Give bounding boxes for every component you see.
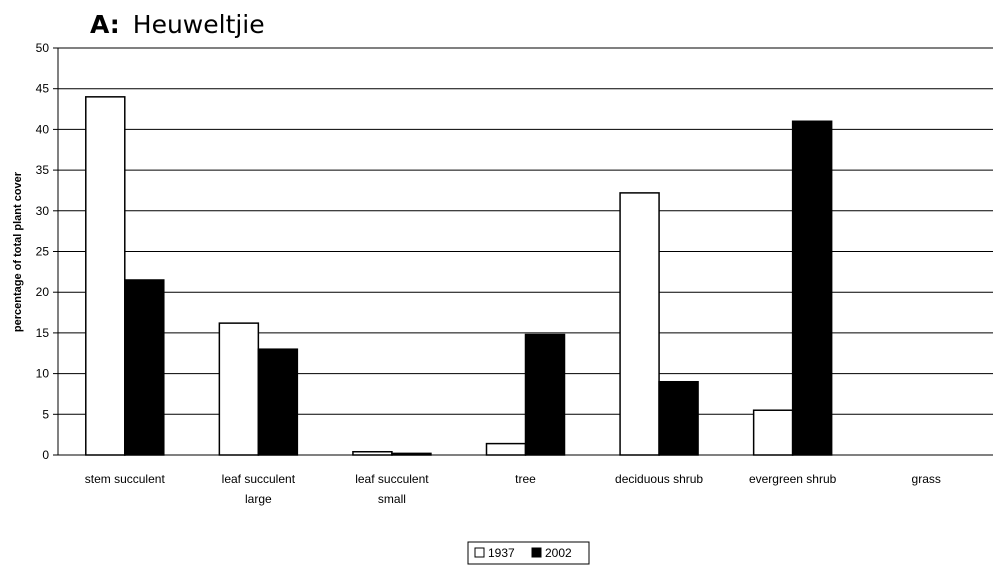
bar-1937 [619,192,660,456]
category-label: leaf succulent [355,472,429,486]
category-label: grass [912,472,941,486]
y-tick-label: 0 [42,448,49,462]
y-tick-label: 35 [36,163,50,177]
category-label: evergreen shrub [749,472,837,486]
y-tick-label: 25 [36,245,50,259]
y-tick-label: 20 [36,285,50,299]
bar-2002 [658,380,699,456]
y-axis-ticks: 0 5 10 15 20 25 30 35 40 45 50 [36,41,58,462]
legend-swatch-2002 [531,547,542,558]
legend-box [467,541,590,565]
bar-1937 [218,322,260,456]
category-label: leaf succulent [222,472,296,486]
category-label: small [378,492,406,506]
bar-2002 [791,120,833,456]
legend-label-1937: 1937 [488,546,515,560]
gridlines [58,47,993,415]
chart-title: A: Heuweltjie [90,10,265,39]
category-label: large [245,492,272,506]
y-tick-label: 15 [36,326,50,340]
category-label: deciduous shrub [615,472,703,486]
bars [85,96,833,456]
chart-title-prefix: A: [90,10,120,39]
y-tick-label: 5 [42,407,49,421]
category-labels: stem succulent leaf succulent large leaf su… [85,472,941,506]
y-tick-label: 40 [36,122,50,136]
bar-1937 [485,442,527,456]
y-tick-label: 10 [36,367,50,381]
y-tick-label: 30 [36,204,50,218]
bar-1937 [85,96,126,456]
bar-2002 [524,333,566,456]
legend: 1937 2002 [467,541,590,565]
y-axis-label: percentage of total plant cover [12,171,24,332]
y-tick-label: 45 [36,82,50,96]
bar-2002 [257,348,299,456]
category-label: tree [515,472,536,486]
chart-title-name: Heuweltjie [133,10,265,39]
bar-1937 [752,409,794,456]
bar-2002 [124,279,165,456]
y-tick-label: 50 [36,41,50,55]
legend-label-2002: 2002 [545,546,572,560]
category-label: stem succulent [85,472,166,486]
legend-swatch-1937 [474,547,485,558]
